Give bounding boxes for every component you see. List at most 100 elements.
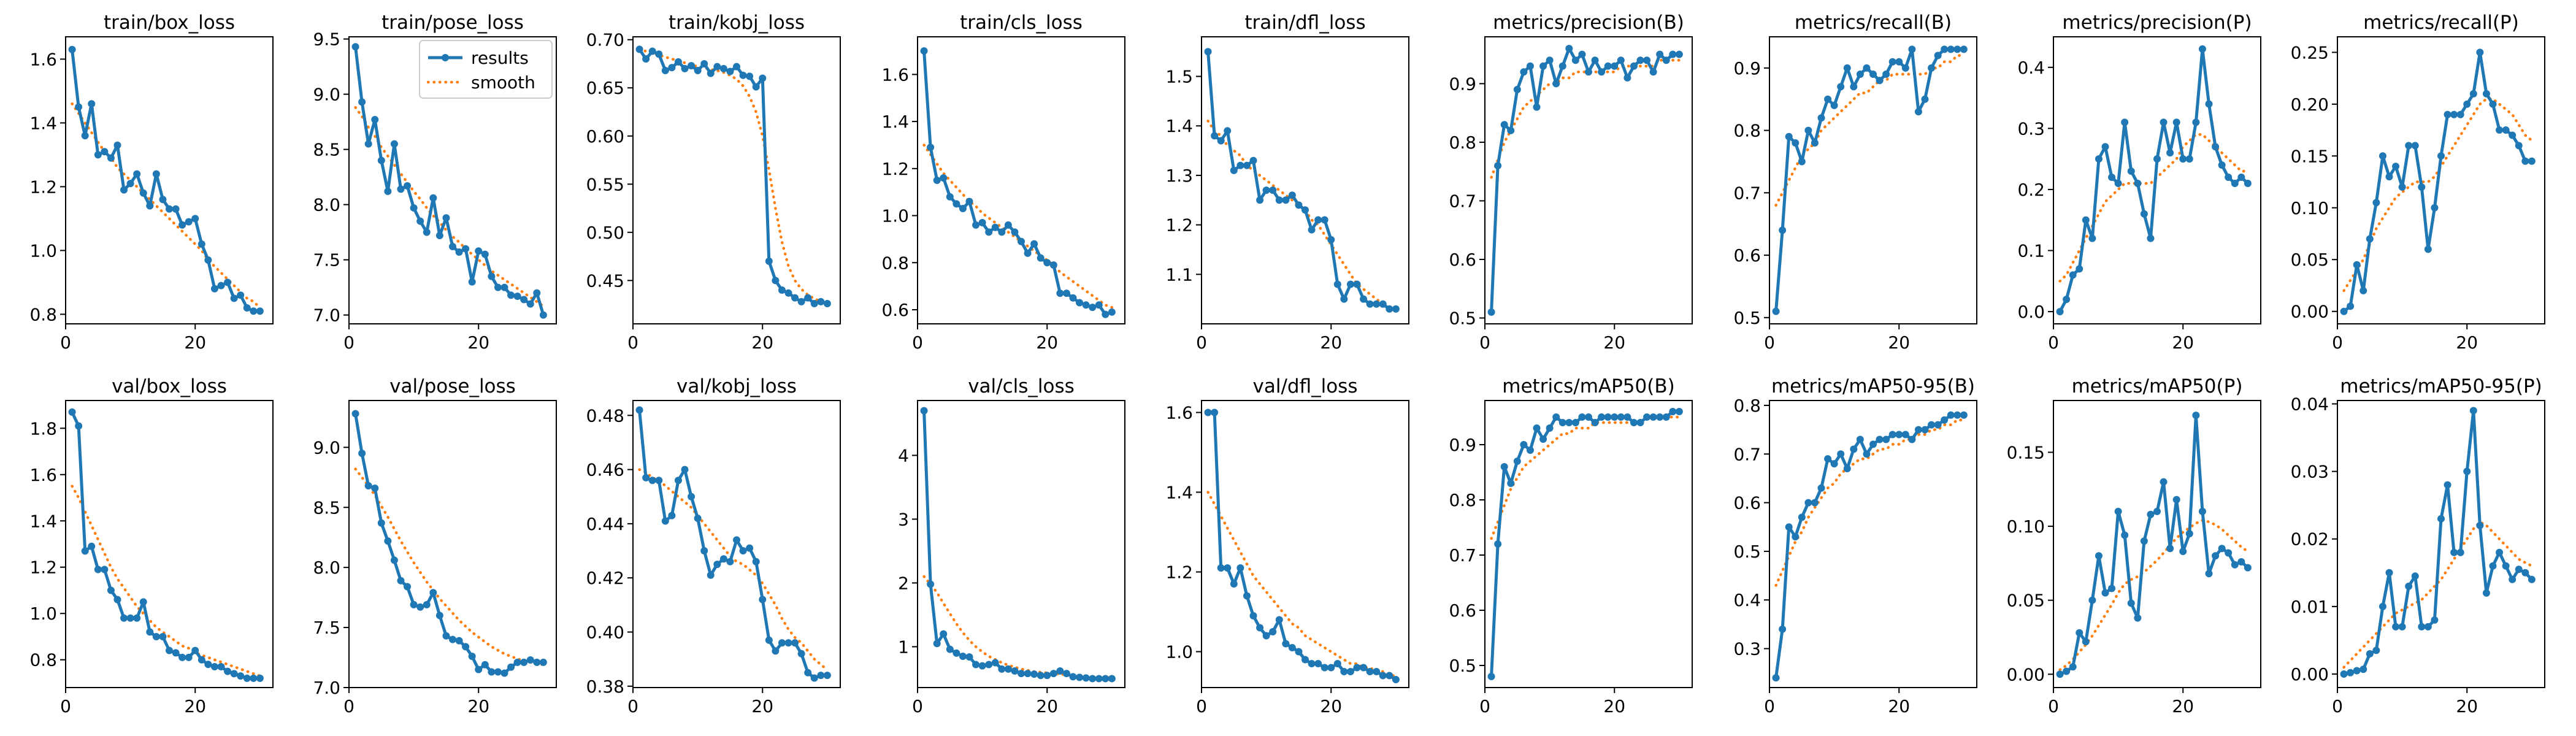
- axes-frame: [1484, 400, 1693, 688]
- y-tick-label: 0.8: [1449, 490, 1476, 510]
- results-point: [700, 59, 708, 67]
- results-point: [804, 294, 812, 302]
- results-point: [423, 600, 431, 608]
- results-point: [707, 571, 715, 579]
- results-point: [784, 289, 792, 297]
- results-point: [351, 410, 359, 418]
- results-point: [707, 69, 715, 77]
- x-tick-label: 0: [343, 332, 355, 353]
- results-point: [2379, 152, 2386, 160]
- results-point: [2160, 478, 2168, 486]
- results-point: [1487, 673, 1495, 680]
- results-point: [2212, 143, 2220, 151]
- subplot-title: val/dfl_loss: [1253, 375, 1358, 397]
- x-tick-label: 0: [1196, 332, 1207, 353]
- results-point: [377, 519, 385, 527]
- results-point: [2405, 142, 2413, 150]
- results-point: [351, 43, 359, 51]
- results-point: [139, 189, 147, 197]
- results-point: [1333, 280, 1341, 288]
- results-point: [1585, 68, 1592, 76]
- results-point: [713, 561, 721, 569]
- x-tick-label: 0: [1764, 332, 1775, 353]
- results-point: [2418, 183, 2426, 191]
- results-point: [2366, 650, 2374, 657]
- results-point: [2482, 589, 2490, 597]
- results-point: [1004, 665, 1012, 673]
- results-point: [488, 668, 496, 676]
- results-point: [1379, 300, 1387, 308]
- results-point: [991, 659, 999, 667]
- results-point: [1908, 435, 1916, 443]
- y-tick-label: 0.10: [2291, 198, 2329, 218]
- results-point: [2101, 589, 2109, 597]
- results-point: [390, 556, 398, 564]
- results-point: [237, 672, 245, 680]
- results-point: [2456, 548, 2464, 556]
- results-point: [927, 580, 935, 588]
- results-point: [978, 219, 986, 227]
- y-tick-label: 1.8: [29, 418, 57, 439]
- results-point: [204, 256, 212, 264]
- y-tick-label: 0.05: [2007, 591, 2045, 611]
- results-point: [410, 600, 418, 608]
- results-point: [1598, 413, 1606, 421]
- results-point: [2172, 496, 2180, 504]
- x-tick-label: 0: [912, 332, 923, 353]
- y-tick-label: 0.8: [29, 650, 57, 670]
- results-point: [2237, 174, 2245, 182]
- results-point: [1817, 484, 1825, 492]
- results-point: [2405, 582, 2413, 590]
- results-point: [1308, 226, 1316, 234]
- results-point: [2218, 545, 2226, 553]
- results-point: [1056, 289, 1064, 297]
- results-point: [2366, 235, 2374, 243]
- results-point: [2231, 561, 2239, 569]
- results-point: [1817, 114, 1825, 122]
- results-point: [1321, 664, 1328, 672]
- results-point: [1037, 672, 1045, 680]
- results-point: [2218, 161, 2226, 169]
- x-tick-label: 20: [184, 696, 206, 716]
- results-point: [1049, 261, 1057, 269]
- results-point: [959, 653, 967, 661]
- results-point: [1211, 132, 1219, 140]
- results-point: [759, 74, 767, 82]
- y-tick-label: 0.55: [586, 174, 624, 194]
- results-point: [1830, 460, 1838, 468]
- results-point: [410, 204, 418, 212]
- y-tick-label: 9.0: [313, 85, 340, 105]
- results-point: [2108, 174, 2116, 182]
- results-point: [2088, 234, 2096, 242]
- y-tick-label: 1.2: [1165, 562, 1193, 583]
- subplot-title: val/cls_loss: [968, 375, 1075, 397]
- results-point: [126, 614, 134, 622]
- results-point: [1785, 523, 1793, 531]
- results-point: [1636, 419, 1644, 426]
- results-point: [455, 248, 463, 256]
- axes-frame: [917, 400, 1125, 688]
- results-point: [1598, 68, 1606, 76]
- axes-frame: [2337, 400, 2545, 688]
- results-point: [166, 646, 173, 654]
- results-point: [1076, 673, 1084, 681]
- results-point: [2418, 623, 2426, 631]
- results-point: [1004, 221, 1012, 229]
- results-point: [953, 649, 960, 657]
- results-point: [1366, 300, 1374, 308]
- results-point: [1882, 71, 1890, 79]
- results-point: [1928, 421, 1936, 429]
- results-point: [1669, 408, 1677, 415]
- results-point: [2056, 670, 2064, 678]
- results-point: [1321, 216, 1328, 224]
- results-point: [1288, 191, 1296, 199]
- results-point: [2444, 110, 2451, 118]
- results-point: [435, 232, 443, 239]
- y-tick-label: 0.00: [2291, 664, 2329, 684]
- results-point: [88, 100, 96, 108]
- results-point: [648, 47, 656, 55]
- results-point: [1837, 83, 1845, 91]
- results-point: [243, 304, 251, 312]
- results-point: [2179, 155, 2187, 163]
- results-point: [688, 62, 696, 70]
